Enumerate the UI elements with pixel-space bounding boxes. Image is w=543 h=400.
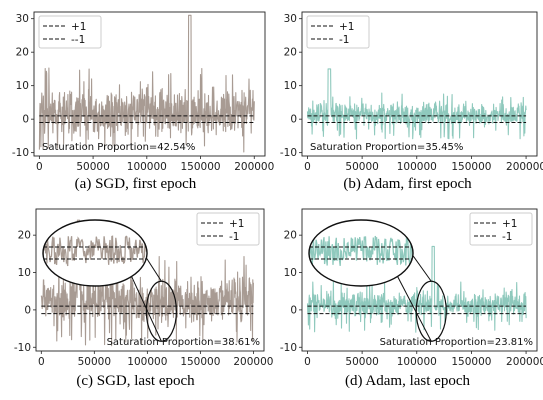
x-tick-label: 0 <box>36 161 43 173</box>
y-tick-label: 0 <box>290 304 297 316</box>
y-tick-label: 10 <box>18 267 31 279</box>
saturation-annotation: Saturation Proportion=38.61% <box>107 337 260 348</box>
caption-sgd-first-epoch: (a) SGD, first epoch <box>74 176 197 192</box>
caption-adam-last-epoch: (d) Adam, last epoch <box>345 373 470 389</box>
legend-box <box>196 212 260 246</box>
y-tick-label: 20 <box>284 230 297 242</box>
y-tick-label: 10 <box>16 80 29 92</box>
x-tick-label: 0 <box>304 356 311 368</box>
x-tick-label: 0 <box>38 356 45 368</box>
x-tick-label: 200000 <box>233 356 273 368</box>
chart-sgd-first-epoch: -10 0 10 20 30 0 50000 100000 150000 200000 +1 --1 S… <box>0 0 274 200</box>
legend-label: +1 <box>339 21 354 33</box>
chart-adam-last-epoch-plot: -10 0 10 20 0 50000 100000 150000 200000 +1-1 Satu… <box>280 208 543 368</box>
zoom-source-ellipse <box>145 280 177 342</box>
signal-trace <box>306 68 527 140</box>
legend-label: +1 <box>71 21 86 33</box>
x-tick-label: 50000 <box>78 356 111 368</box>
chart-sgd-last-epoch-plot: -10 0 10 20 0 50000 100000 150000 200000 +1-1 Satu… <box>14 208 273 368</box>
y-tick-label: 20 <box>284 47 297 59</box>
x-tick-label: 200000 <box>506 161 543 173</box>
zoom-connector <box>396 275 432 342</box>
legend-label: +1 <box>502 218 517 230</box>
saturation-annotation: Saturation Proportion=42.54% <box>42 142 195 153</box>
signal-trace <box>40 219 254 347</box>
chart-adam-last-epoch: -10 0 10 20 0 50000 100000 150000 200000 +1 -1 Satu… <box>272 200 543 400</box>
x-tick-label: 100000 <box>397 161 437 173</box>
zoom-source-ellipse <box>415 280 447 342</box>
chart-sgd-last-epoch: -10 0 10 20 0 50000 100000 150000 200000 +1 -1 Satu… <box>0 200 273 400</box>
y-tick-label: 10 <box>284 267 297 279</box>
x-tick-label: 150000 <box>451 356 491 368</box>
x-tick-label: 200000 <box>506 356 543 368</box>
legend-label: -1 <box>339 34 349 46</box>
legend-box <box>469 212 533 246</box>
signal-trace <box>38 14 255 153</box>
y-tick-label: 0 <box>24 304 31 316</box>
y-tick-label: 20 <box>18 230 31 242</box>
zoom-inset-ellipse <box>308 219 414 287</box>
x-tick-label: 150000 <box>180 356 220 368</box>
zoom-trace <box>43 235 147 267</box>
y-tick-label: 0 <box>290 114 297 126</box>
x-tick-label: 50000 <box>345 356 378 368</box>
legend-box <box>38 15 102 49</box>
plot-frame <box>301 11 538 157</box>
x-tick-label: 100000 <box>127 161 167 173</box>
saturation-annotation: Saturation Proportion=35.45% <box>310 142 463 153</box>
y-tick-label: 10 <box>284 80 297 92</box>
x-tick-label: 150000 <box>451 161 491 173</box>
y-tick-label: -10 <box>280 342 297 354</box>
plot-frame <box>35 208 265 352</box>
chart-adam-first-epoch-plot: -10 0 10 20 30 0 50000 100000 150000 200000 +1-1 Sa… <box>280 11 543 173</box>
plot-frame <box>33 11 266 157</box>
x-tick-label: 50000 <box>76 161 109 173</box>
chart-sgd-first-epoch-plot: -10 0 10 20 30 0 50000 100000 150000 200000 +1--1 S… <box>12 11 274 173</box>
legend-label: -1 <box>502 231 512 243</box>
y-tick-label: -10 <box>280 147 297 159</box>
caption-sgd-last-epoch: (c) SGD, last epoch <box>76 373 195 389</box>
y-tick-label: 30 <box>16 13 29 25</box>
x-tick-label: 150000 <box>180 161 220 173</box>
caption-adam-first-epoch: (b) Adam, first epoch <box>343 176 472 192</box>
legend-box <box>306 15 370 49</box>
x-tick-label: 0 <box>304 161 311 173</box>
y-tick-label: 30 <box>284 13 297 25</box>
x-tick-label: 100000 <box>397 356 437 368</box>
zoom-inset-ellipse <box>42 219 148 287</box>
zoom-trace <box>309 235 413 266</box>
x-tick-label: 50000 <box>345 161 378 173</box>
y-tick-label: 20 <box>16 47 29 59</box>
legend-label: -1 <box>229 231 239 243</box>
x-tick-label: 100000 <box>127 356 167 368</box>
signal-trace <box>306 245 527 333</box>
chart-adam-first-epoch: -10 0 10 20 30 0 50000 100000 150000 200000 +1 -1 Sa… <box>272 0 543 200</box>
y-tick-label: -10 <box>12 147 29 159</box>
legend-label: +1 <box>229 218 244 230</box>
saturation-annotation: Saturation Proportion=23.81% <box>380 337 533 348</box>
y-tick-label: -10 <box>14 342 31 354</box>
legend-label: --1 <box>71 34 85 46</box>
plot-frame <box>301 208 538 352</box>
y-tick-label: 0 <box>22 114 29 126</box>
x-tick-label: 200000 <box>234 161 274 173</box>
